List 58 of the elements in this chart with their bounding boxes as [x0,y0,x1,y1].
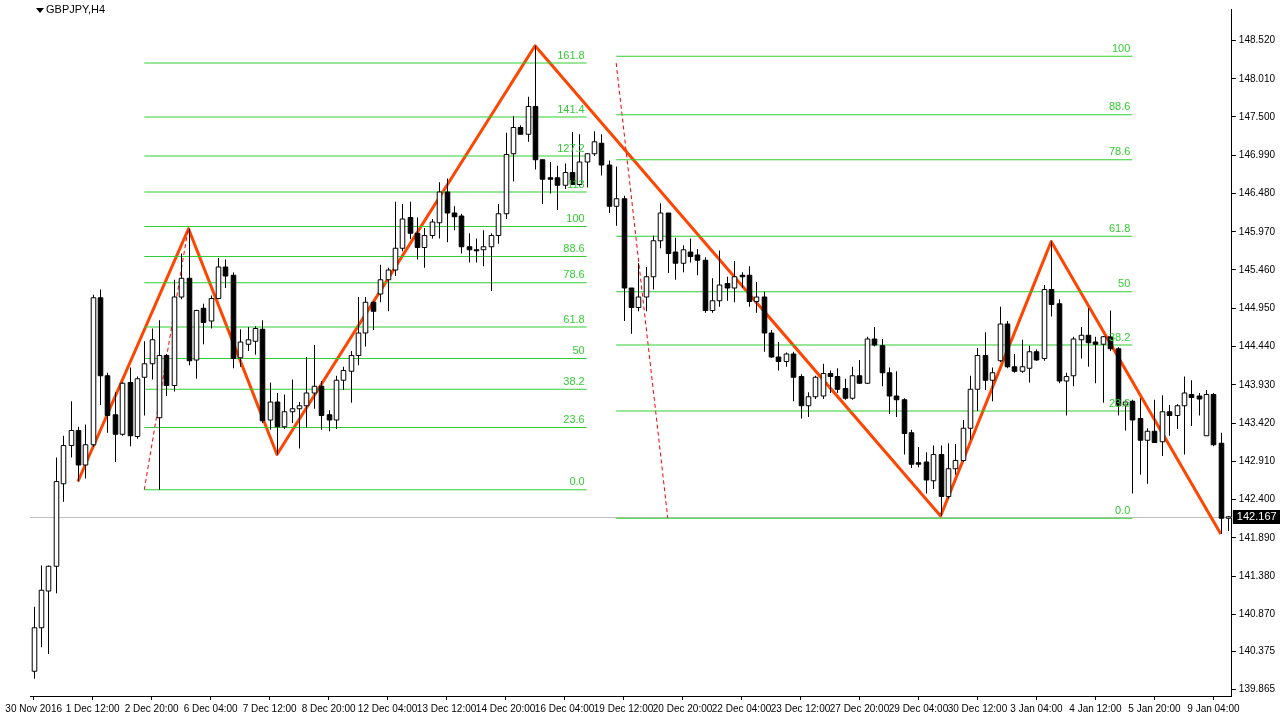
x-tick-label: 20 Dec 20:00 [652,702,713,714]
ref-line-label: 142.167 [1236,510,1277,523]
annotation: 78.6 [563,268,585,281]
annotation: 88.6 [1108,100,1131,113]
annotation: 23.6 [563,413,585,426]
y-tick-label: 142.910 [1238,455,1276,466]
x-tick-label: 1 Dec 12:00 [65,702,121,714]
annotation: 50 [572,344,585,357]
y-tick-label: 141.380 [1238,569,1276,581]
y-tick-label: 147.500 [1238,110,1276,122]
x-tick-label: 22 Dec 04:00 [711,702,772,714]
x-tick-label: 29 Dec 04:00 [888,702,949,714]
x-tick-label: 30 Dec 12:00 [947,702,1008,714]
y-tick-label: 139.865 [1238,683,1276,695]
x-tick-label: 30 Nov 2016 [5,702,63,714]
x-tick-label: 14 Dec 20:00 [475,702,536,714]
x-tick-label: 16 Dec 04:00 [534,702,595,714]
annotation: 161.8 [557,48,585,61]
y-tick-label: 143.930 [1238,378,1276,390]
annotation: 0.0 [1115,503,1131,516]
y-tick-label: 144.440 [1238,340,1276,352]
x-tick-label: 3 Jan 04:00 [1010,702,1064,714]
annotation: 61.8 [563,312,585,325]
x-tick-label: 9 Jan 04:00 [1187,702,1240,714]
chart-title: GBPJPY,H4 [46,3,106,15]
x-tick-label: 13 Dec 12:00 [416,702,477,714]
x-tick-label: 4 Jan 12:00 [1069,702,1123,714]
annotation: 78.6 [1108,145,1131,158]
annotation: 100 [1111,41,1131,54]
x-tick-label: 2 Dec 20:00 [124,702,180,714]
y-tick-label: 146.990 [1238,149,1276,160]
annotation: 88.6 [563,242,585,255]
annotation: 38.2 [563,374,585,387]
y-tick-label: 144.950 [1238,302,1276,313]
annotation: 61.8 [1108,221,1131,234]
x-tick-label: 7 Dec 12:00 [242,702,298,714]
y-tick-label: 142.400 [1238,493,1276,505]
y-tick-label: 145.460 [1238,263,1276,275]
y-tick-label: 148.520 [1238,34,1276,46]
x-tick-label: 12 Dec 04:00 [357,702,418,714]
x-tick-label: 6 Dec 04:00 [183,702,239,714]
x-tick-label: 5 Jan 20:00 [1128,702,1181,714]
y-tick-label: 143.420 [1238,416,1276,428]
y-tick-label: 140.870 [1238,608,1276,619]
x-tick-label: 8 Dec 20:00 [301,702,357,714]
x-tick-label: 27 Dec 20:00 [829,702,890,714]
y-tick-label: 140.375 [1238,645,1276,657]
annotation: 23.6 [1108,396,1131,409]
annotation: 50 [1118,277,1131,290]
y-tick-label: 146.480 [1238,187,1276,199]
x-tick-label: 23 Dec 12:00 [770,702,831,714]
y-tick-label: 141.890 [1238,531,1276,543]
annotation: 141.4 [557,102,585,115]
y-tick-label: 145.970 [1238,225,1276,237]
annotation: 100 [566,212,585,225]
annotation: 0.0 [569,475,585,488]
y-tick-label: 148.010 [1238,72,1276,84]
x-tick-label: 19 Dec 12:00 [593,702,654,714]
